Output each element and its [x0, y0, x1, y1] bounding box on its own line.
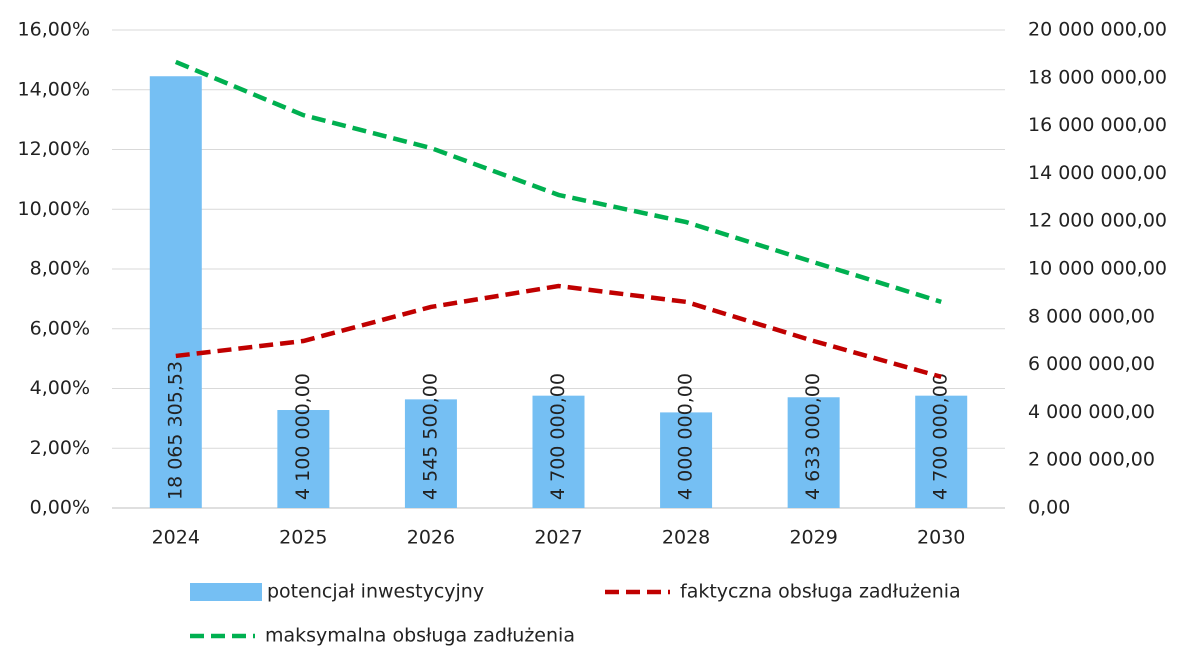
x-tick-label: 2024: [152, 527, 200, 549]
y2-tick-label: 20 000 000,00: [1028, 19, 1167, 41]
data-label: 4 700 000,00: [930, 373, 952, 500]
y2-tick-label: 10 000 000,00: [1028, 258, 1167, 280]
y-tick-label: 10,00%: [18, 198, 90, 220]
data-label: 18 065 305,53: [164, 361, 186, 500]
data-label: 4 545 500,00: [419, 373, 441, 500]
legend-label: potencjał inwestycyjny: [267, 581, 484, 603]
y-tick-label: 6,00%: [30, 317, 90, 339]
y-tick-label: 4,00%: [30, 377, 90, 399]
y2-tick-label: 2 000 000,00: [1028, 449, 1155, 471]
x-tick-label: 2026: [407, 527, 455, 549]
y2-tick-label: 16 000 000,00: [1028, 114, 1167, 136]
y2-tick-label: 6 000 000,00: [1028, 353, 1155, 375]
y2-tick-label: 14 000 000,00: [1028, 162, 1167, 184]
line: [174, 59, 942, 305]
legend-label: maksymalna obsługa zadłużenia: [265, 625, 575, 646]
data-label: 4 700 000,00: [547, 373, 569, 500]
legend-label: faktyczna obsługa zadłużenia: [680, 581, 961, 603]
y2-tick-label: 0,00: [1028, 497, 1070, 519]
data-label: 4 100 000,00: [292, 373, 314, 500]
x-tick-label: 2030: [917, 527, 965, 549]
y2-tick-label: 4 000 000,00: [1028, 401, 1155, 423]
bar: [277, 410, 330, 508]
bar: [787, 397, 840, 508]
y-tick-label: 2,00%: [30, 437, 90, 459]
y2-tick-label: 12 000 000,00: [1028, 210, 1167, 232]
y-tick-label: 0,00%: [30, 497, 90, 519]
bar: [532, 395, 585, 508]
bar: [660, 412, 713, 508]
bar: [915, 395, 968, 508]
line: [175, 283, 942, 380]
y2-tick-label: 18 000 000,00: [1028, 66, 1167, 88]
bar: [404, 399, 457, 508]
x-tick-label: 2025: [279, 527, 327, 549]
y-tick-label: 14,00%: [18, 78, 90, 100]
y-tick-label: 16,00%: [18, 19, 90, 41]
x-tick-label: 2028: [662, 527, 710, 549]
legend-swatch: [190, 583, 262, 601]
x-tick-label: 2029: [789, 527, 837, 549]
y-tick-label: 12,00%: [18, 138, 90, 160]
data-label: 4 633 000,00: [802, 373, 824, 500]
y2-tick-label: 8 000 000,00: [1028, 305, 1155, 327]
data-label: 4 000 000,00: [675, 373, 697, 500]
bar: [149, 76, 202, 508]
y-tick-label: 8,00%: [30, 258, 90, 280]
x-tick-label: 2027: [534, 527, 582, 549]
